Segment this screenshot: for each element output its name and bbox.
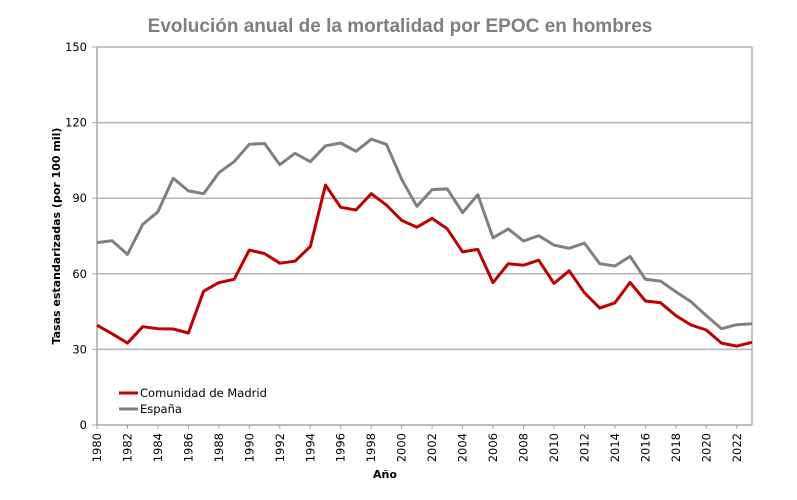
x-tick-label: 1984 <box>151 433 165 462</box>
x-tick-label: 1992 <box>273 433 287 462</box>
x-tick-label: 2020 <box>699 433 713 462</box>
x-tick-label: 1994 <box>303 433 317 462</box>
y-tick-label: 120 <box>65 116 87 130</box>
x-tick-label: 2012 <box>577 433 591 462</box>
x-tick-label: 2002 <box>425 433 439 462</box>
x-tick-label: 2008 <box>517 433 531 462</box>
y-tick-label: 60 <box>72 267 87 281</box>
x-axis-title: Año <box>373 468 397 481</box>
legend-label-espana: España <box>140 402 182 416</box>
legend-label-comunidad-de-madrid: Comunidad de Madrid <box>140 386 267 400</box>
chart-title: Evolución anual de la mortalidad por EPO… <box>148 16 653 37</box>
x-tick-label: 1996 <box>334 433 348 462</box>
x-tick-label: 1980 <box>90 433 104 462</box>
y-tick-label: 150 <box>65 40 87 54</box>
y-axis-title: Tasas estandarizadas (por 100 mil) <box>50 128 63 345</box>
x-tick-label: 2000 <box>395 433 409 462</box>
x-tick-label: 2018 <box>669 433 683 462</box>
series-line-comunidad-de-madrid <box>96 183 753 348</box>
x-tick-label: 2010 <box>547 433 561 462</box>
y-tick-label: 30 <box>72 342 87 356</box>
y-axis: 0 30 60 90 120 150 <box>65 40 97 432</box>
x-tick-label: 2014 <box>608 433 622 462</box>
plot-frame <box>96 47 753 426</box>
x-tick-label: 2022 <box>730 433 744 462</box>
x-tick-label: 1988 <box>212 433 226 462</box>
x-tick-label: 1990 <box>242 433 256 462</box>
series-lines <box>96 137 753 348</box>
y-tick-label: 90 <box>72 191 87 205</box>
series-line-espana <box>96 137 753 331</box>
x-tick-label: 2016 <box>638 433 652 462</box>
x-tick-label: 2004 <box>456 433 470 462</box>
x-tick-label: 1982 <box>120 433 134 462</box>
x-tick-label: 1998 <box>364 433 378 462</box>
x-tick-label: 2006 <box>486 433 500 462</box>
legend: Comunidad de Madrid España <box>119 386 267 416</box>
y-tick-label: 0 <box>80 418 87 432</box>
x-tick-label: 1986 <box>181 433 195 462</box>
x-axis: 1980 1982 1984 1986 1988 1990 1992 1994 1996 1998… <box>90 425 744 462</box>
